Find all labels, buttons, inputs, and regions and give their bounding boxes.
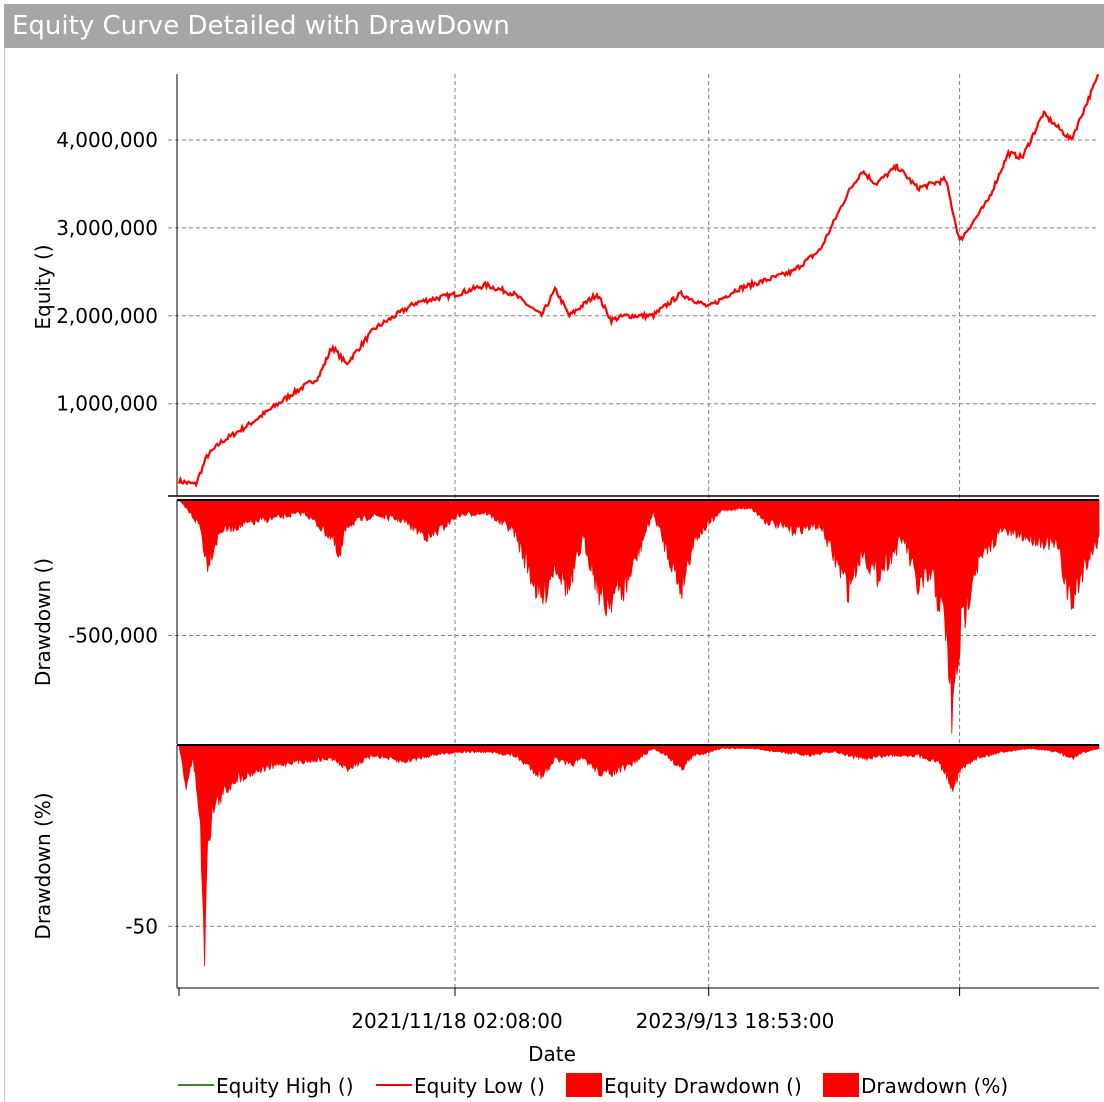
- chart-frame: [4, 48, 1104, 1102]
- axes-layer: 1,000,000 2,000,000 3,000,000 4,000,000 -500…: [56, 74, 1099, 996]
- equity-series-layer: [177, 74, 1100, 488]
- y-tick-label: -500,000: [68, 624, 158, 648]
- equity-ylabel: Equity (): [31, 244, 55, 329]
- x-tick-label-2: 2023/9/13 18:53:00: [636, 1009, 835, 1033]
- y-tick-label: 1,000,000: [56, 392, 158, 416]
- x-axis-label: Date: [528, 1042, 576, 1066]
- y-tick-label: 4,000,000: [56, 128, 158, 152]
- legend-swatch-equity-drawdown: [566, 1073, 602, 1097]
- drawdown-pct-area: [178, 744, 1100, 967]
- legend-label-equity-drawdown: Equity Drawdown (): [604, 1074, 802, 1098]
- x-tick-label-1: 2021/11/18 02:08:00: [351, 1009, 562, 1033]
- drawdown-series-layer: [178, 499, 1100, 734]
- drawdown-pct-series-layer: [178, 744, 1100, 967]
- legend: Equity High () Equity Low () Equity Draw…: [178, 1073, 1008, 1098]
- drawdown-ylabel: Drawdown (): [31, 558, 55, 686]
- legend-label-equity-high: Equity High (): [216, 1074, 354, 1098]
- y-tick-label: 3,000,000: [56, 216, 158, 240]
- y-tick-label: -50: [125, 914, 158, 938]
- legend-swatch-drawdown-pct: [823, 1073, 859, 1097]
- equity-drawdown-area: [178, 499, 1100, 734]
- legend-label-equity-low: Equity Low (): [414, 1074, 545, 1098]
- y-tick-label: 2,000,000: [56, 304, 158, 328]
- chart-title: Equity Curve Detailed with DrawDown: [4, 4, 1104, 48]
- legend-label-drawdown-pct: Drawdown (%): [861, 1074, 1008, 1098]
- equity-low-line: [177, 74, 1100, 488]
- drawdown-pct-ylabel: Drawdown (%): [31, 792, 55, 939]
